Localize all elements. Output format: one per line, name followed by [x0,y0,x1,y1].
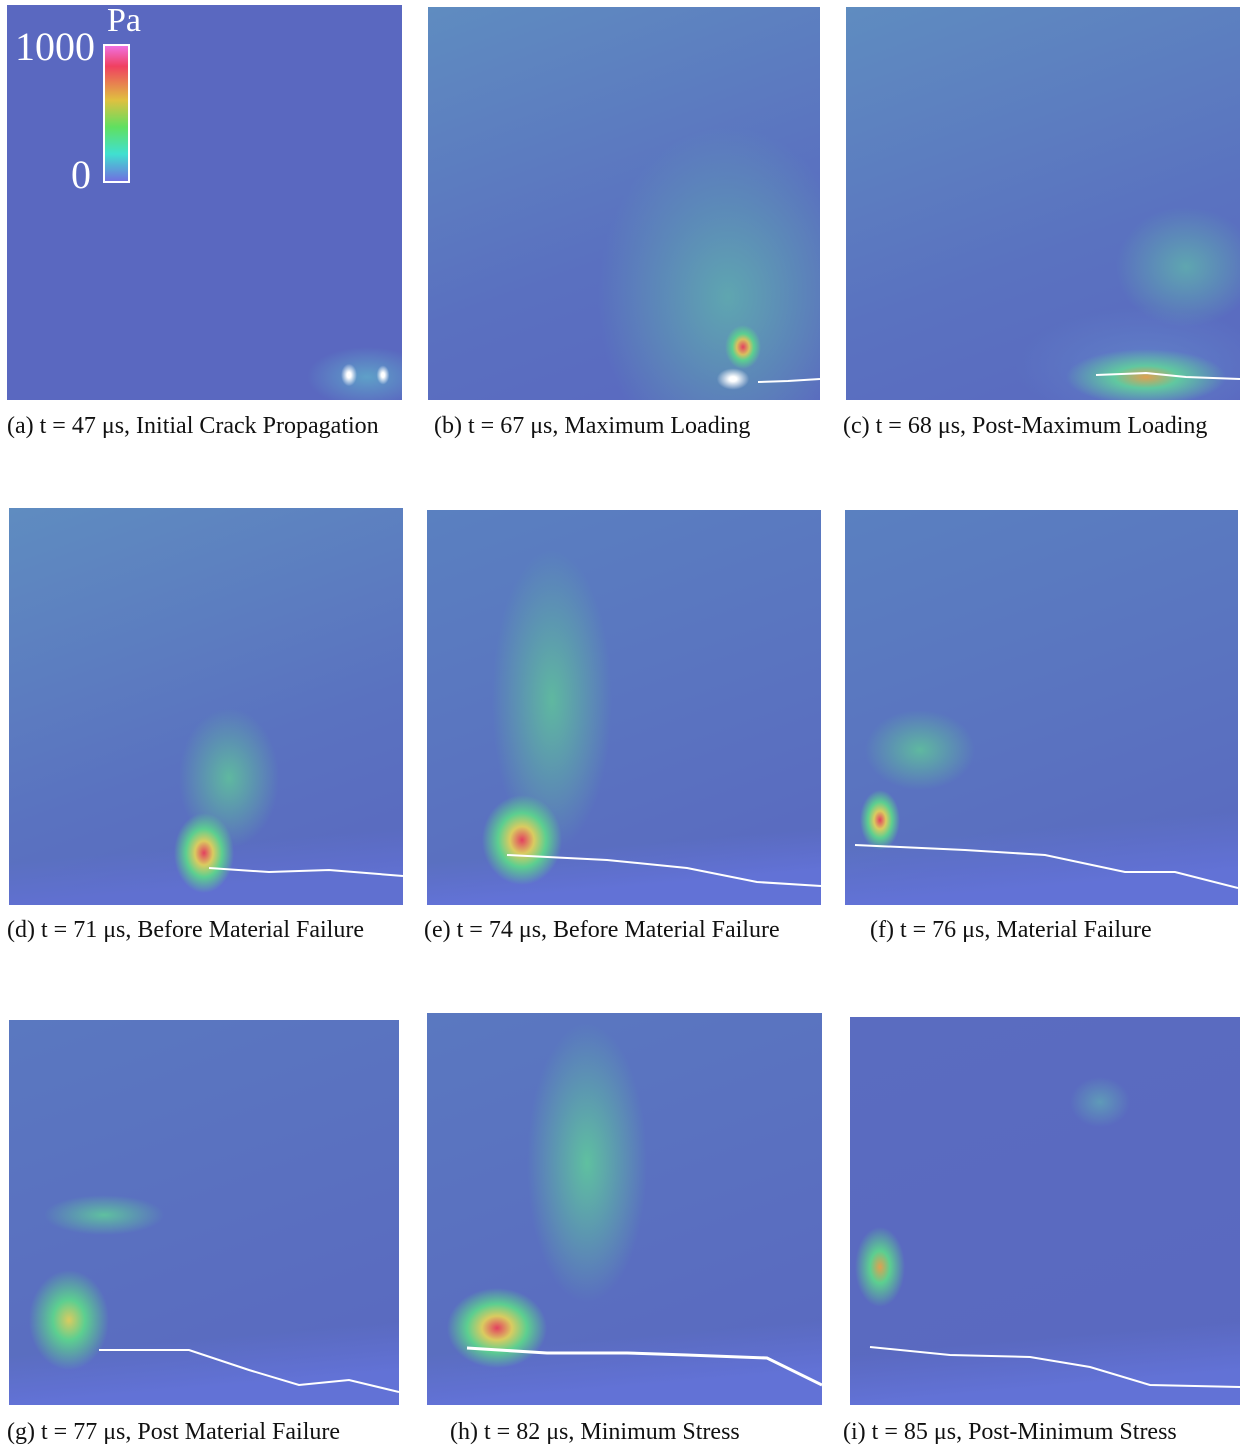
panel [845,510,1238,905]
caption: (h) t = 82 μs, Minimum Stress [450,1416,860,1448]
colorbar-unit: Pa [107,5,141,41]
caption: (e) t = 74 μs, Before Material Failure [424,914,834,946]
caption: (f) t = 76 μs, Material Failure [870,914,1255,946]
panel [427,1013,822,1405]
panel [9,508,403,905]
panel [428,7,820,400]
caption: (b) t = 67 μs, Maximum Loading [434,410,844,442]
figure: 1000 0 Pa (a) t = 47 μs, Initial Crack P… [0,0,1255,1450]
caption: (i) t = 85 μs, Post-Minimum Stress [843,1416,1253,1448]
panel [9,1020,399,1405]
colorbar-max: 1000 [15,27,95,67]
crack [428,7,820,400]
panel [427,510,821,905]
panel: 1000 0 Pa [7,5,402,400]
crack [9,508,403,905]
caption: (a) t = 47 μs, Initial Crack Propagation [7,410,417,442]
caption: (g) t = 77 μs, Post Material Failure [7,1416,417,1448]
crack [9,1020,399,1405]
crack [427,1013,822,1405]
caption: (c) t = 68 μs, Post-Maximum Loading [843,410,1253,442]
colorbar-min: 0 [71,155,91,195]
crack [845,510,1238,905]
panel [850,1017,1240,1405]
crack [850,1017,1240,1405]
crack [846,7,1240,400]
crack [427,510,821,905]
colorbar [103,44,130,183]
caption: (d) t = 71 μs, Before Material Failure [7,914,417,946]
panel [846,7,1240,400]
